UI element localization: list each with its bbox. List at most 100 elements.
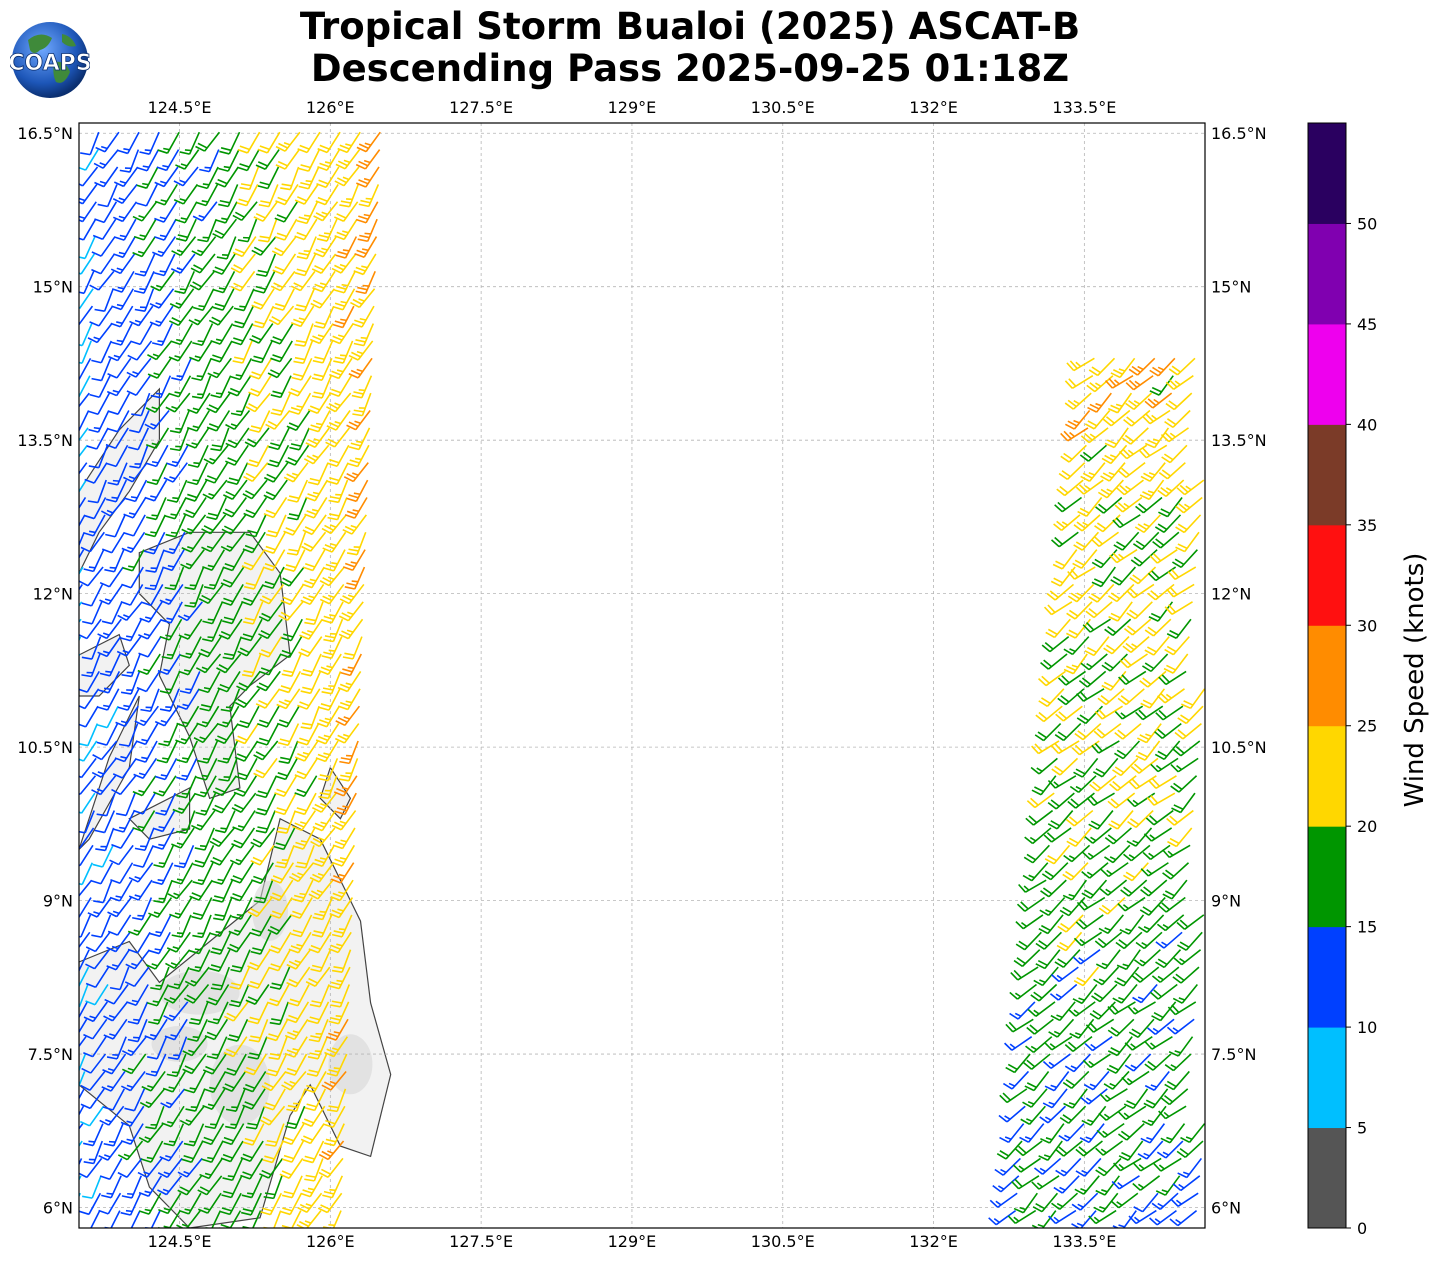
wind-barb <box>196 758 218 781</box>
lat-tick-right: 15°N <box>1211 278 1251 297</box>
wind-barb <box>1164 601 1193 616</box>
wind-barb <box>210 427 230 452</box>
wind-barb <box>139 601 163 623</box>
wind-barb <box>1073 531 1100 551</box>
wind-barb <box>292 879 314 903</box>
wind-barb <box>273 288 295 311</box>
wind-barb <box>126 984 149 1006</box>
wind-barb <box>134 253 156 277</box>
wind-barb <box>1055 1157 1082 1177</box>
wind-barb <box>1094 931 1123 949</box>
wind-barb <box>103 1123 124 1147</box>
wind-barb <box>1052 1227 1055 1228</box>
wind-barb <box>1078 670 1107 688</box>
wind-barb <box>95 827 115 852</box>
wind-barb <box>240 618 263 642</box>
wind-barb <box>121 1070 146 1092</box>
wind-barb <box>197 740 219 764</box>
wind-barb <box>312 340 334 364</box>
wind-barb <box>165 514 187 538</box>
wind-barb <box>1139 479 1165 501</box>
wind-barb <box>274 775 298 798</box>
wind-barb <box>163 462 188 483</box>
wind-barb <box>247 897 273 918</box>
wind-barb <box>346 479 369 503</box>
wind-barb <box>331 949 352 973</box>
wind-barb <box>311 792 337 813</box>
wind-barb <box>281 618 303 642</box>
wind-barb <box>83 514 106 537</box>
wind-barb <box>210 323 234 345</box>
wind-barb <box>229 844 255 866</box>
wind-barb <box>304 1158 324 1182</box>
wind-barb <box>1112 514 1141 529</box>
lat-tick-right: 10.5°N <box>1211 738 1267 757</box>
lat-tick-left: 16.5°N <box>17 124 73 143</box>
wind-barb <box>129 445 149 469</box>
wind-barb <box>1047 792 1075 810</box>
wind-barb <box>154 183 178 206</box>
wind-barb <box>169 305 194 327</box>
wind-barb <box>253 740 279 761</box>
wind-barb <box>81 636 102 660</box>
wind-barb <box>167 1036 188 1060</box>
wind-barb <box>300 1123 325 1145</box>
wind-barb <box>1035 705 1063 723</box>
wind-barb <box>222 601 244 625</box>
wind-barb <box>259 1227 260 1228</box>
wind-barb <box>79 166 99 187</box>
wind-barb <box>120 671 141 695</box>
wind-barb <box>304 601 324 626</box>
colorbar-bin <box>1308 123 1346 224</box>
wind-barb <box>89 270 115 291</box>
wind-barb <box>215 201 238 224</box>
wind-barb <box>88 392 111 416</box>
wind-barb <box>1049 983 1078 1001</box>
wind-barb <box>348 427 371 451</box>
wind-barb <box>1044 1036 1073 1051</box>
wind-barb <box>127 1018 148 1043</box>
wind-barb <box>276 688 301 710</box>
wind-barb <box>79 531 85 547</box>
lon-tick-bottom: 124.5°E <box>148 1232 212 1251</box>
wind-barb <box>293 340 314 365</box>
wind-barb <box>337 670 362 693</box>
wind-barb <box>231 827 256 849</box>
wind-barb <box>300 653 322 677</box>
wind-barb <box>1023 844 1050 864</box>
wind-barb <box>1044 1070 1070 1092</box>
wind-barb <box>278 601 304 622</box>
wind-barb <box>187 444 209 468</box>
wind-barb <box>1042 1088 1068 1109</box>
wind-barb <box>196 705 220 728</box>
wind-barb <box>327 444 350 468</box>
wind-barb <box>191 375 212 399</box>
wind-barb <box>1135 496 1163 514</box>
wind-barb <box>230 253 256 274</box>
lat-tick-left: 9°N <box>43 892 73 911</box>
wind-barb <box>1091 566 1116 588</box>
wind-barb <box>79 601 83 608</box>
wind-barb <box>174 845 195 869</box>
wind-barb <box>298 149 321 172</box>
wind-barb <box>1114 740 1141 760</box>
wind-barb <box>311 375 332 399</box>
wind-barb <box>1155 949 1182 969</box>
wind-barb <box>1057 914 1084 933</box>
wind-barb <box>1079 1123 1105 1144</box>
wind-barb <box>301 531 327 552</box>
wind-barb <box>111 288 134 311</box>
wind-barb <box>269 966 291 990</box>
colorbar-tick-label: 45 <box>1357 315 1377 334</box>
wind-barb <box>1094 514 1121 533</box>
lon-tick-bottom: 132°E <box>909 1232 958 1251</box>
wind-barb <box>98 1227 100 1228</box>
wind-barb <box>144 1018 168 1041</box>
wind-barb <box>318 775 338 800</box>
wind-barb <box>1107 1018 1135 1037</box>
wind-barb <box>92 740 118 761</box>
wind-barb <box>1133 1157 1162 1172</box>
wind-barb <box>1162 844 1191 859</box>
wind-barb <box>996 1140 1023 1160</box>
wind-barb <box>139 1192 162 1215</box>
